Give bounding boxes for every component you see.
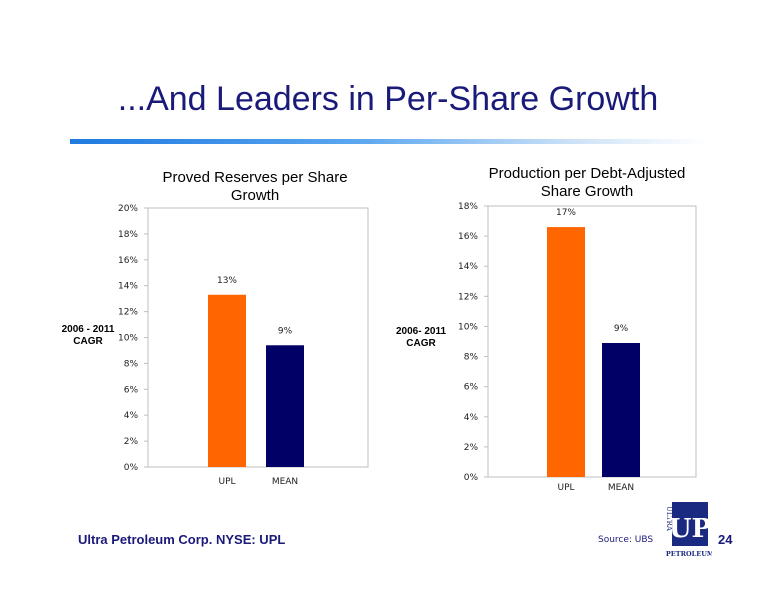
y-tick-label: 6% (464, 383, 479, 393)
logo-ultra-text: ULTRA (665, 506, 673, 532)
data-label: 9% (278, 326, 293, 336)
y-tick-label: 2% (464, 443, 479, 453)
category-label: UPL (557, 483, 574, 493)
company-footer: Ultra Petroleum Corp. NYSE: UPL (78, 532, 286, 547)
chart-title-line: Share Growth (541, 183, 634, 200)
bar-upl (547, 227, 585, 477)
y-tick-label: 18% (458, 202, 478, 212)
y-tick-label: 4% (124, 411, 139, 421)
bar-upl (208, 294, 246, 467)
category-label: UPL (218, 477, 235, 487)
data-label: 9% (614, 324, 629, 334)
data-label: 13% (217, 276, 237, 286)
y-tick-label: 16% (458, 232, 478, 242)
chart-production-per-share: Production per Debt-Adjusted Share Growth… (396, 165, 697, 493)
page-number: 24 (718, 532, 733, 547)
chart-proved-reserves: Proved Reserves per Share Growth 0% 2% 4% 6% 8… (62, 169, 369, 487)
y-tick-label: 8% (464, 353, 479, 363)
title-divider (70, 139, 706, 144)
data-label: 17% (556, 208, 576, 218)
category-label: MEAN (608, 483, 634, 493)
y-axis-title-line: CAGR (73, 336, 103, 347)
plot-area (487, 205, 697, 478)
y-tick-label: 12% (118, 308, 138, 318)
y-tick-label: 18% (118, 230, 138, 240)
y-tick-label: 8% (124, 359, 139, 369)
chart-title: Proved Reserves per Share Growth (162, 169, 347, 204)
bar-mean (266, 345, 304, 467)
logo-petroleum-text: PETROLEUM (666, 550, 712, 558)
y-tick-label: 10% (118, 334, 138, 344)
y-tick-label: 2% (124, 437, 139, 447)
y-tick-label: 4% (464, 413, 479, 423)
y-axis-title-line: 2006 - 2011 (62, 324, 115, 335)
y-tick-label: 20% (118, 204, 138, 214)
y-tick-label: 0% (464, 473, 479, 483)
chart-title-line: Growth (231, 187, 279, 204)
chart-title-line: Proved Reserves per Share (162, 169, 347, 186)
ultra-petroleum-logo: ULTRA UP PETROLEUM (662, 500, 712, 560)
y-tick-label: 14% (458, 262, 478, 272)
y-tick-label: 12% (458, 292, 478, 302)
plot-area (147, 207, 369, 468)
y-axis-title: 2006 - 2011 CAGR (62, 324, 115, 347)
chart-title: Production per Debt-Adjusted Share Growth (489, 165, 686, 200)
chart-title-line: Production per Debt-Adjusted (489, 165, 686, 182)
y-axis-title: 2006- 2011 CAGR (396, 326, 446, 349)
category-label: MEAN (272, 477, 298, 487)
y-tick-label: 14% (118, 282, 138, 292)
source-note: Source: UBS (598, 535, 654, 545)
y-tick-label: 6% (124, 385, 139, 395)
y-tick-label: 0% (124, 463, 139, 473)
y-tick-label: 10% (458, 322, 478, 332)
y-axis-title-line: 2006- 2011 (396, 326, 446, 337)
logo-up-text: UP (669, 514, 711, 544)
bar-mean (602, 343, 640, 477)
y-axis-title-line: CAGR (406, 338, 436, 349)
logo-mark-box (672, 502, 708, 546)
slide-title: ...And Leaders in Per-Share Growth (117, 80, 659, 118)
y-tick-label: 16% (118, 256, 138, 266)
